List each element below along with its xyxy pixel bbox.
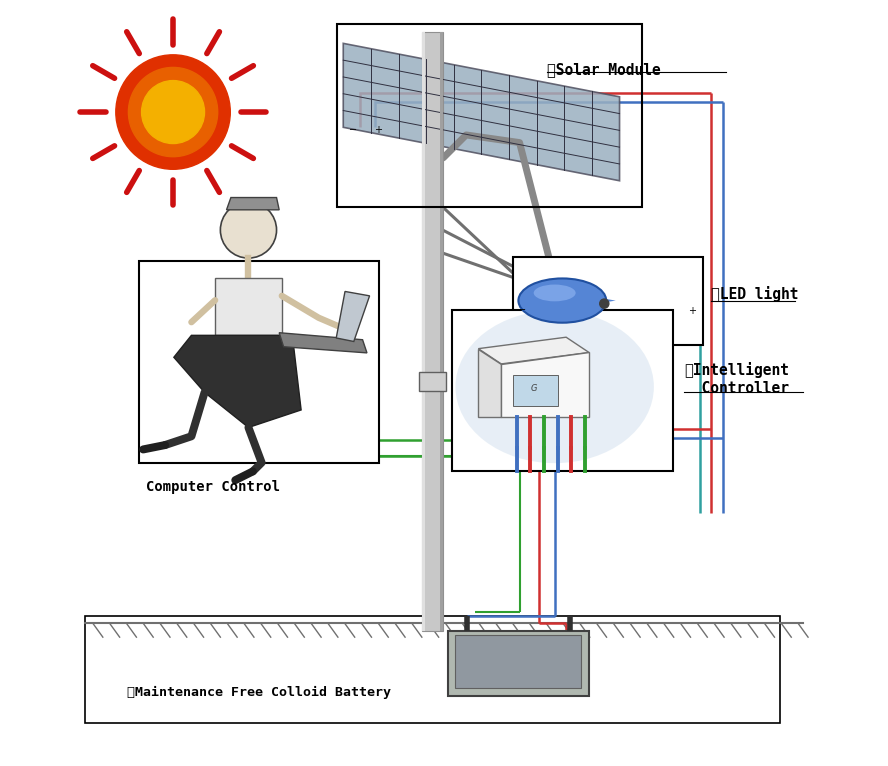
Polygon shape [344, 44, 620, 181]
Circle shape [141, 80, 204, 143]
Text: −: − [518, 305, 527, 315]
Polygon shape [174, 336, 301, 427]
Circle shape [599, 299, 609, 308]
Polygon shape [279, 332, 367, 353]
Ellipse shape [534, 284, 575, 301]
Text: +: + [688, 306, 696, 316]
Bar [85, 616, 780, 722]
Polygon shape [215, 278, 281, 336]
Polygon shape [337, 291, 369, 342]
Text: G: G [531, 384, 537, 393]
Circle shape [129, 67, 218, 157]
Bar [422, 32, 425, 631]
Polygon shape [501, 352, 589, 417]
Circle shape [220, 202, 276, 258]
Circle shape [115, 55, 230, 169]
Bar [512, 257, 703, 345]
Ellipse shape [519, 278, 607, 322]
Ellipse shape [456, 310, 654, 463]
Text: ②LED light: ②LED light [711, 286, 798, 303]
Bar [456, 635, 582, 689]
Text: ④Maintenance Free Colloid Battery: ④Maintenance Free Colloid Battery [127, 686, 392, 699]
Polygon shape [479, 349, 501, 417]
Bar [419, 372, 447, 391]
Bar [440, 32, 443, 631]
Polygon shape [479, 337, 589, 364]
Text: Computer Control: Computer Control [147, 480, 281, 494]
Polygon shape [226, 198, 279, 210]
Bar [452, 310, 673, 471]
Bar [337, 25, 642, 208]
Text: +: + [374, 125, 382, 135]
Polygon shape [593, 296, 615, 304]
Text: ③Intelligent
  Controller: ③Intelligent Controller [685, 362, 789, 396]
Text: ①Solar Module: ①Solar Module [547, 63, 661, 77]
Bar [448, 631, 589, 696]
Bar [422, 32, 443, 631]
Bar [139, 261, 379, 463]
Bar [512, 375, 559, 406]
Text: −: − [349, 125, 357, 135]
